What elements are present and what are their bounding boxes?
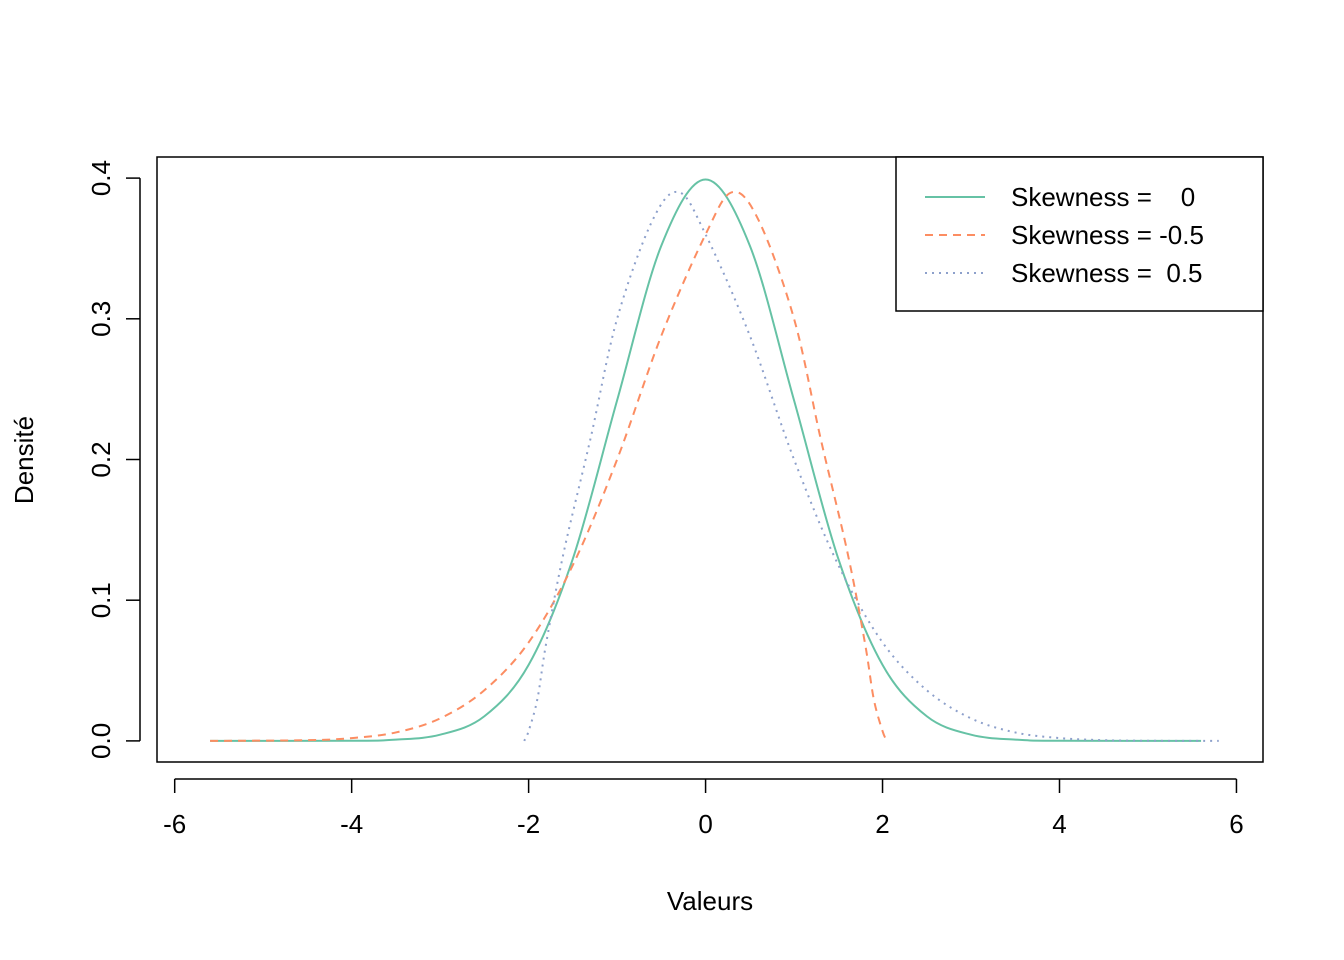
x-tick-label: 0	[698, 809, 712, 839]
legend-label-2: Skewness = 0.5	[1011, 258, 1203, 288]
y-tick-label: 0.0	[86, 723, 116, 759]
y-tick-label: 0.1	[86, 582, 116, 618]
x-tick-label: 4	[1052, 809, 1066, 839]
plot-frame	[156, 156, 1264, 763]
x-tick-label: -2	[517, 809, 540, 839]
x-tick-label: 6	[1229, 809, 1243, 839]
x-axis-title: Valeurs	[667, 886, 753, 916]
legend-label-0: Skewness = 0	[1011, 182, 1195, 212]
y-axis-title: Densité	[9, 416, 39, 504]
series-line-1	[210, 190, 888, 742]
legend-label-1: Skewness = -0.5	[1011, 220, 1204, 250]
y-tick-label: 0.4	[86, 160, 116, 196]
y-tick-label: 0.3	[86, 301, 116, 337]
x-tick-label: 2	[875, 809, 889, 839]
y-axis: 0.0 0.1 0.2 0.3 0.4	[86, 160, 141, 759]
x-tick-label: -6	[163, 809, 186, 839]
y-tick-label: 0.2	[86, 441, 116, 477]
legend: Skewness = 0 Skewness = -0.5 Skewness = 0.…	[895, 156, 1264, 312]
series-line-2	[523, 190, 1219, 742]
series-layer	[210, 178, 1219, 742]
series-line-0	[210, 178, 1202, 742]
x-axis: -6 -4 -2 0 2 4 6	[163, 778, 1244, 839]
x-tick-label: -4	[340, 809, 363, 839]
